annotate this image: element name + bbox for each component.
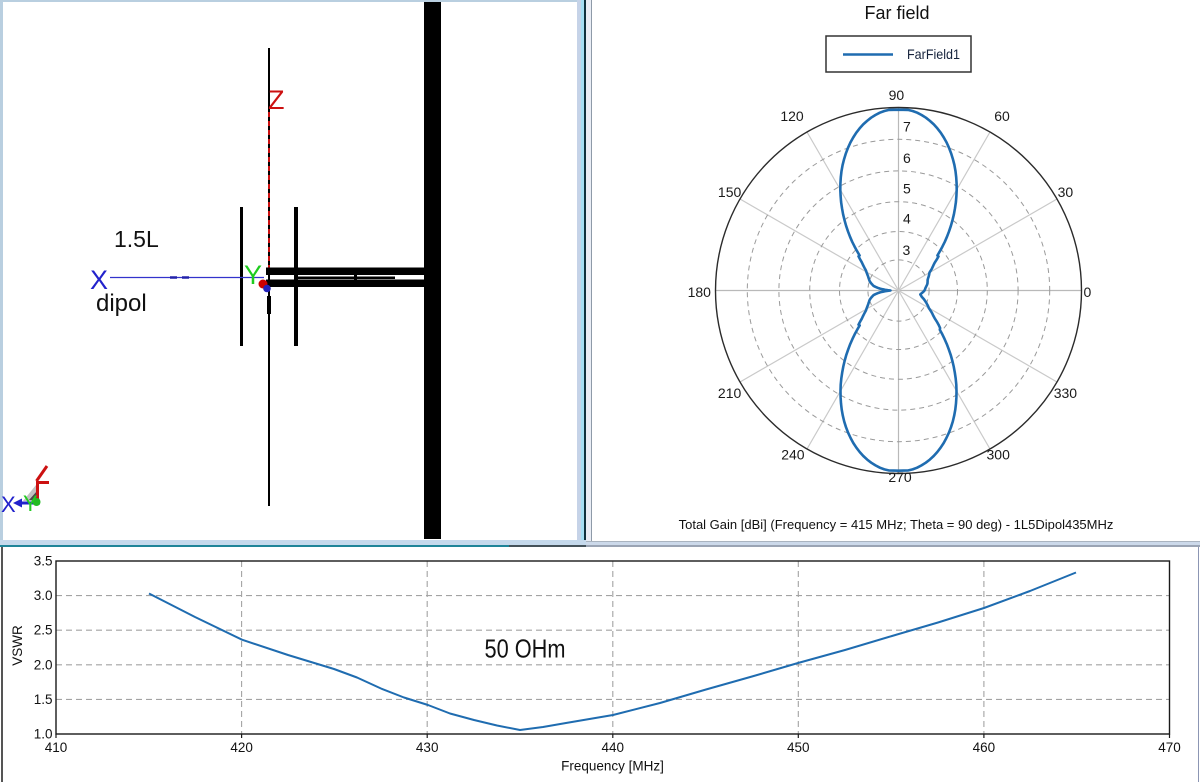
svg-text:210: 210 (718, 385, 742, 401)
svg-text:Y: Y (23, 491, 38, 516)
svg-text:90: 90 (889, 87, 905, 103)
svg-text:470: 470 (1158, 740, 1181, 755)
svg-text:440: 440 (602, 740, 625, 755)
svg-text:150: 150 (718, 184, 742, 200)
svg-text:460: 460 (973, 740, 996, 755)
svg-text:FarField1: FarField1 (907, 46, 960, 62)
svg-text:2.0: 2.0 (34, 657, 53, 672)
svg-text:50 OHm: 50 OHm (485, 633, 566, 663)
svg-text:3.0: 3.0 (34, 588, 53, 603)
svg-text:X: X (90, 265, 108, 295)
svg-text:420: 420 (230, 740, 253, 755)
svg-text:410: 410 (45, 740, 68, 755)
svg-text:Y: Y (244, 260, 262, 290)
svg-text:1.5: 1.5 (34, 691, 53, 706)
svg-text:300: 300 (987, 447, 1011, 463)
svg-text:60: 60 (994, 108, 1010, 124)
svg-text:0: 0 (1084, 284, 1092, 300)
svg-text:120: 120 (780, 108, 804, 124)
svg-text:dipol: dipol (96, 290, 147, 317)
svg-text:2.5: 2.5 (34, 622, 53, 637)
svg-text:450: 450 (787, 740, 810, 755)
svg-text:VSWR: VSWR (10, 624, 25, 665)
svg-text:Total Gain [dBi] (Frequency =: Total Gain [dBi] (Frequency = 415 MHz; T… (679, 517, 1114, 532)
svg-text:4: 4 (903, 211, 911, 227)
svg-text:1.0: 1.0 (34, 726, 53, 741)
svg-text:240: 240 (781, 447, 805, 463)
svg-text:330: 330 (1054, 385, 1078, 401)
svg-text:180: 180 (688, 284, 712, 300)
svg-text:7: 7 (903, 118, 911, 134)
svg-text:270: 270 (888, 469, 912, 485)
svg-text:1.5L: 1.5L (114, 226, 159, 252)
svg-text:3: 3 (903, 242, 911, 258)
svg-text:5: 5 (903, 181, 911, 197)
svg-text:Z: Z (268, 85, 285, 115)
svg-text:6: 6 (903, 150, 911, 166)
svg-text:Far field: Far field (864, 3, 929, 23)
svg-text:X: X (1, 492, 16, 517)
svg-text:3.5: 3.5 (34, 553, 53, 568)
svg-text:30: 30 (1058, 184, 1074, 200)
svg-text:430: 430 (416, 740, 439, 755)
svg-text:Frequency [MHz]: Frequency [MHz] (561, 758, 664, 773)
